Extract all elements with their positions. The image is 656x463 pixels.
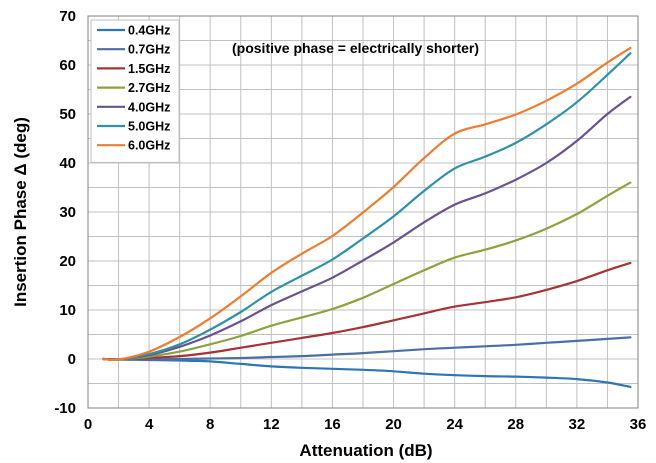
- series-line-2-7ghz: [102, 181, 632, 361]
- series-layer: [102, 46, 632, 388]
- x-tick-label: 0: [84, 416, 92, 433]
- series-line-1-5ghz: [102, 261, 632, 361]
- x-tick-label: 12: [263, 416, 280, 433]
- y-tick-label: 70: [59, 8, 76, 25]
- series-line-6-0ghz: [102, 46, 632, 362]
- plot-area: [87, 15, 639, 409]
- chart-annotation: (positive phase = electrically shorter): [232, 40, 479, 56]
- legend: 0.4GHz 0.7GHz 1.5GHz 2.7GHz 4.0GHz 5.0GHz 6.0G…: [90, 19, 180, 163]
- tick-labels: 0 4 8 12 16 20 24 28 32 36 -10 0 10 20 30 40 50 60 70: [54, 8, 646, 433]
- x-tick-label: 28: [507, 416, 524, 433]
- y-tick-label: 60: [59, 57, 76, 74]
- series-line-0-7ghz: [102, 336, 632, 361]
- y-tick-label: 40: [59, 155, 76, 172]
- x-tick-label: 32: [569, 416, 586, 433]
- x-tick-label: 24: [446, 416, 463, 433]
- grid-layer: [87, 15, 639, 409]
- x-tick-label: 20: [385, 416, 402, 433]
- y-tick-label: -10: [54, 400, 76, 417]
- legend-label: 6.0GHz: [128, 139, 170, 153]
- x-tick-label: 4: [145, 416, 154, 433]
- y-tick-label: 0: [68, 351, 76, 368]
- legend-label: 5.0GHz: [128, 120, 170, 134]
- series-line-0-4ghz: [102, 357, 632, 388]
- legend-label: 0.4GHz: [128, 24, 170, 38]
- y-tick-label: 20: [59, 253, 76, 270]
- y-tick-label: 10: [59, 302, 76, 319]
- legend-label: 4.0GHz: [128, 100, 170, 114]
- series-line-4-0ghz: [102, 95, 632, 361]
- y-axis-title: Insertion Phase Δ (deg): [11, 117, 30, 307]
- x-tick-label: 16: [324, 416, 341, 433]
- legend-label: 1.5GHz: [128, 62, 170, 76]
- y-tick-label: 50: [59, 106, 76, 123]
- x-axis-title: Attenuation (dB): [299, 441, 432, 460]
- y-tick-label: 30: [59, 204, 76, 221]
- legend-box: [90, 19, 180, 163]
- x-tick-label: 8: [206, 416, 214, 433]
- series-line-5-0ghz: [102, 52, 632, 361]
- legend-label: 2.7GHz: [128, 81, 170, 95]
- x-tick-label: 36: [630, 416, 647, 433]
- legend-label: 0.7GHz: [128, 43, 170, 57]
